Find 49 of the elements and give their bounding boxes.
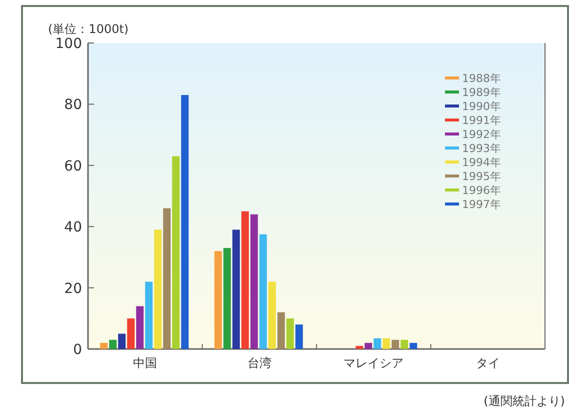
y-axis-title: (単位：1000t) — [48, 22, 129, 36]
bar — [392, 340, 400, 349]
y-tick-label: 60 — [64, 158, 82, 174]
bar — [356, 346, 364, 349]
bar — [163, 208, 171, 349]
x-tick-label: タイ — [476, 356, 500, 370]
x-tick-label: 中国 — [133, 356, 158, 370]
x-tick-label: マレイシア — [344, 356, 404, 370]
bar — [295, 324, 303, 349]
bar — [181, 95, 189, 349]
bar — [250, 214, 258, 349]
bar — [223, 248, 231, 349]
bar — [214, 251, 222, 349]
y-tick-label: 100 — [55, 36, 82, 52]
bar — [374, 338, 382, 349]
y-tick-label: 80 — [64, 97, 82, 114]
legend-label: 1995年 — [462, 170, 501, 183]
bar — [277, 312, 285, 349]
bar — [232, 230, 240, 349]
text: (通関統計より) — [484, 394, 565, 408]
legend-label: 1997年 — [462, 198, 501, 211]
y-tick-label: 40 — [64, 220, 82, 236]
bar — [400, 340, 408, 349]
legend-label: 1992年 — [462, 128, 501, 141]
y-tick-label: 20 — [64, 280, 82, 297]
bar — [109, 340, 117, 349]
bar — [241, 211, 249, 349]
bar — [127, 318, 135, 349]
bar — [268, 282, 276, 349]
bar — [364, 342, 372, 349]
bar — [145, 282, 153, 349]
bar — [118, 334, 126, 349]
bar — [172, 156, 180, 349]
bar — [410, 342, 418, 349]
bar — [286, 318, 294, 349]
legend-label: 1990年 — [462, 100, 501, 113]
bar — [136, 306, 144, 349]
legend-label: 1993年 — [462, 142, 501, 155]
legend-label: 1994年 — [462, 156, 501, 169]
bar — [100, 342, 108, 349]
legend-label: 1996年 — [462, 184, 501, 197]
legend-label: 1991年 — [462, 114, 501, 127]
x-tick-label: 台湾 — [247, 356, 272, 370]
bar — [382, 338, 390, 349]
bar — [259, 234, 267, 349]
bar — [154, 230, 162, 349]
legend-label: 1988年 — [462, 72, 501, 85]
legend-label: 1989年 — [462, 86, 501, 99]
y-tick-label: 0 — [73, 342, 82, 358]
